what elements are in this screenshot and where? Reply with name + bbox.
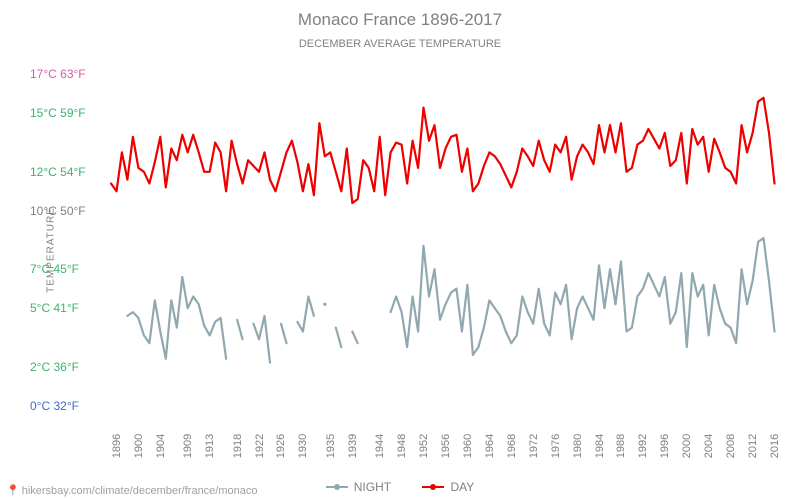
temperature-chart: Monaco France 1896-2017 December average… xyxy=(0,0,800,500)
legend-marker-night xyxy=(326,486,348,488)
legend-item-day: DAY xyxy=(422,480,474,494)
legend-label-night: NIGHT xyxy=(354,480,391,494)
footer-credit: 📍hikersbay.com/climate/december/france/m… xyxy=(6,484,258,497)
legend-item-night: NIGHT xyxy=(326,480,391,494)
plot-lines xyxy=(0,0,800,500)
footer-text: hikersbay.com/climate/december/france/mo… xyxy=(22,485,258,497)
legend-label-day: DAY xyxy=(450,480,474,494)
legend-marker-day xyxy=(422,486,444,488)
map-pin-icon: 📍 xyxy=(6,485,20,497)
